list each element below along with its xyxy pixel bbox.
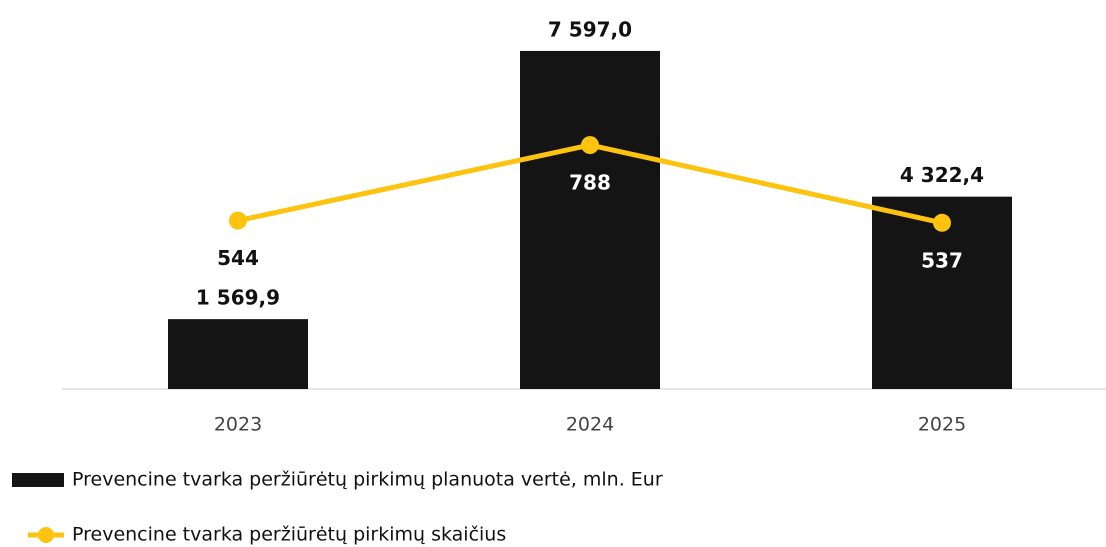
legend-label: Prevencine tvarka peržiūrėtų pirkimų pla… <box>72 469 663 491</box>
x-tick-label: 2024 <box>566 414 614 436</box>
line-value-label: 544 <box>217 246 259 270</box>
bar <box>168 319 308 389</box>
x-tick-label: 2025 <box>918 414 966 436</box>
line-point <box>581 136 599 155</box>
legend-swatch <box>38 527 54 543</box>
line-point <box>229 211 247 230</box>
line-value-label: 788 <box>569 171 611 195</box>
line-point <box>933 213 951 232</box>
bar <box>520 50 660 389</box>
bar-value-label: 1 569,9 <box>196 286 280 310</box>
legend-label: Prevencine tvarka peržiūrėtų pirkimų ska… <box>72 524 506 546</box>
x-tick-label: 2023 <box>214 414 262 436</box>
legend-swatch <box>12 473 64 487</box>
bar-value-label: 4 322,4 <box>900 163 984 187</box>
line-value-label: 537 <box>921 248 963 272</box>
bar-value-label: 7 597,0 <box>548 17 632 41</box>
